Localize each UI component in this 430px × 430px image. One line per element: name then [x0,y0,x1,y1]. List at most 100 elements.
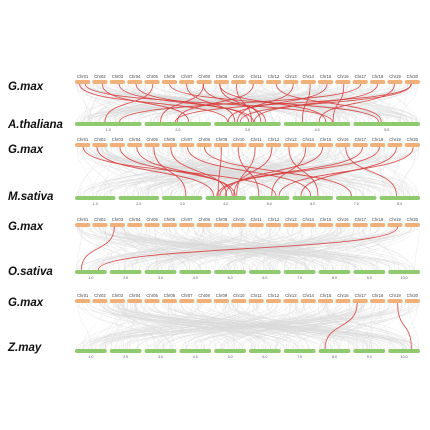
synteny-link-background [85,83,374,123]
bottom-species-label: M.sativa [8,191,54,203]
top-chromosome-bar [231,143,247,147]
top-chromosome-label: Chr16 [337,137,349,142]
synteny-link-background [414,226,420,271]
synteny-link-background [88,302,306,350]
bottom-chromosome-bar [292,196,333,200]
bottom-chromosome-label: 8.0 [397,202,402,206]
top-chromosome-bar [404,223,420,227]
synteny-link-highlight [187,146,312,197]
bottom-chromosome-label: 1.0 [93,202,98,206]
synteny-link-background [303,302,326,350]
synteny-highlight-layer [79,83,414,350]
top-chromosome-label: Chr15 [320,137,332,142]
bottom-chromosome-bar [109,349,142,353]
synteny-link-background [152,146,316,197]
synteny-link-background [165,302,357,350]
synteny-link-background [223,302,235,350]
synteny-link-background [104,302,136,350]
synteny-link-background [79,226,120,271]
top-chromosome-bar [387,299,403,303]
synteny-link-background [383,146,405,197]
synteny-link-background [144,302,411,350]
top-chromosome-label: Chr01 [77,137,89,142]
bottom-chromosome-bar [205,196,246,200]
top-chromosome-label: Chr17 [355,217,367,222]
synteny-link-background [117,302,374,350]
top-chromosome-label: Chr01 [77,74,89,79]
top-chromosome-bar [300,223,316,227]
bottom-chromosome-label: 8.0 [332,276,337,280]
bottom-chromosome-bar [249,270,281,274]
top-chromosome-label: Chr06 [164,293,176,298]
synteny-link-background [344,226,349,271]
synteny-link-background [80,146,99,197]
synteny-link-background [340,226,367,271]
synteny-link-background [129,226,309,271]
synteny-link-highlight [96,146,215,197]
synteny-link-background [327,226,355,271]
top-chromosome-label: Chr02 [94,293,106,298]
top-chromosome-label: Chr17 [355,293,367,298]
synteny-link-highlight [101,83,190,123]
top-chromosome-bar [196,299,212,303]
synteny-link-background [272,226,337,271]
synteny-link-background [81,302,260,350]
top-chromosome-bar [75,223,91,227]
bottom-chromosome-label: 4.0 [193,276,198,280]
synteny-link-background [96,226,251,271]
top-chromosome-bar [179,143,195,147]
synteny-link-background [90,226,250,271]
bottom-chromosome-label: 1.0 [106,128,111,132]
bottom-chromosome-bar [283,122,351,126]
top-chromosome-label: Chr05 [146,74,158,79]
top-chromosome-label: Chr10 [233,137,245,142]
synteny-link-highlight [203,146,352,197]
bottom-chromosome-label: 5.0 [228,355,233,359]
bottom-chromosome-bar [318,270,351,274]
top-chromosome-bar [179,80,195,84]
top-chromosome-label: Chr20 [407,217,419,222]
synteny-link-background [104,146,315,197]
synteny-link-background [329,146,337,197]
synteny-link-background [169,302,203,350]
synteny-link-background [104,302,403,350]
synteny-link-background [213,226,376,271]
synteny-link-highlight [79,83,228,123]
top-chromosome-bar [75,80,91,84]
top-chromosome-label: Chr16 [337,293,349,298]
bottom-chromosome-label: 4.0 [223,202,228,206]
top-chromosome-bar [387,80,403,84]
synteny-link-background [111,226,307,271]
synteny-link-background [139,226,178,271]
top-chromosome-bar [127,80,143,84]
synteny-link-background [120,302,173,350]
top-chromosome-label: Chr13 [285,293,297,298]
synteny-link-background [400,83,418,123]
synteny-link-background [195,226,408,271]
synteny-link-background [82,302,105,350]
synteny-link-background [361,302,370,350]
top-chromosome-label: Chr11 [251,217,263,222]
synteny-link-background [163,83,351,123]
top-chromosome-label: Chr18 [372,217,384,222]
synteny-link-background [117,83,328,123]
synteny-link-background [276,302,304,350]
synteny-link-background [105,226,263,271]
bottom-chromosome-label: 3.0 [158,355,163,359]
bottom-chromosome-label: 1.0 [88,355,93,359]
synteny-link-background [81,146,112,197]
top-chromosome-label: Chr18 [372,137,384,142]
synteny-link-background [150,302,367,350]
synteny-link-background [85,302,397,350]
top-chromosome-bar [75,299,91,303]
synteny-link-highlight [97,226,399,271]
synteny-link-background [94,302,379,350]
synteny-link-highlight [224,146,324,197]
synteny-link-background [77,302,92,350]
bottom-chromosome-bar [75,270,107,274]
synteny-link-background [116,146,337,197]
top-chromosome-label: Chr17 [355,137,367,142]
synteny-link-background [279,226,357,271]
synteny-link-background [295,302,369,350]
top-chromosome-label: Chr20 [407,137,419,142]
